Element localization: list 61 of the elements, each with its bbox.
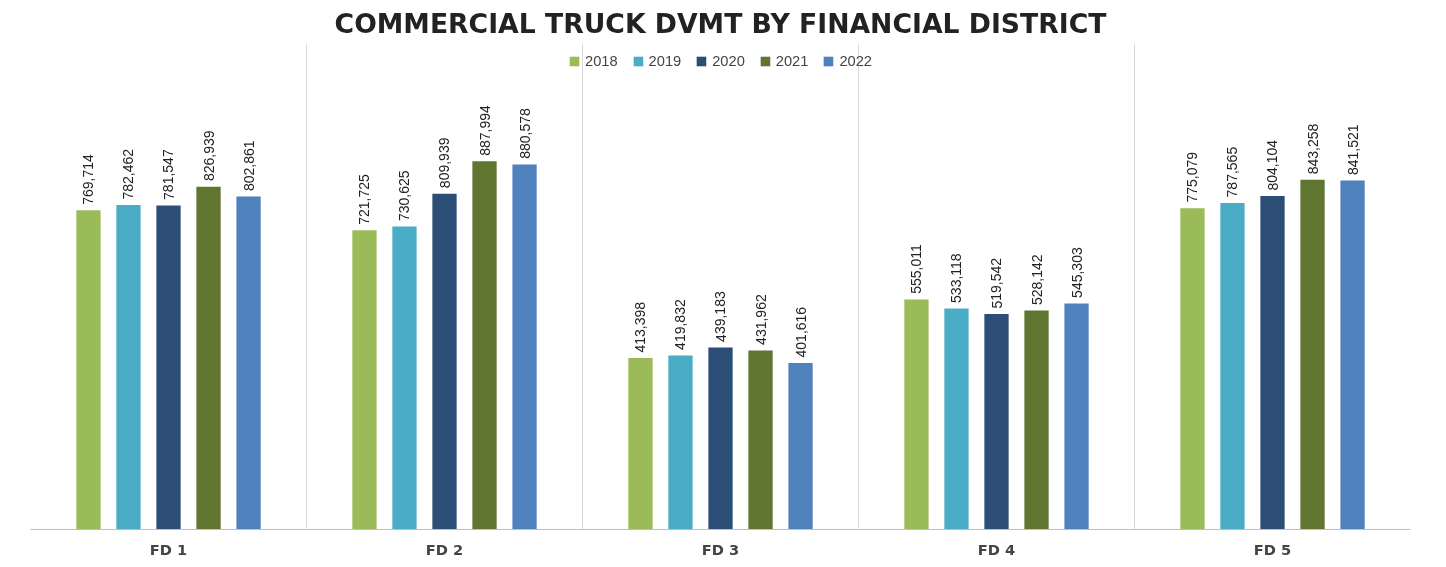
legend-label: 2022 <box>839 53 873 69</box>
x-tick-label: FD 5 <box>1253 540 1292 558</box>
data-label: 431,962 <box>752 294 769 345</box>
bar <box>236 196 261 530</box>
data-label: 887,994 <box>476 104 493 156</box>
legend-label: 2018 <box>584 53 618 69</box>
data-label: 826,939 <box>200 130 217 182</box>
data-label: 781,547 <box>160 149 177 200</box>
chart-title: COMMERCIAL TRUCK DVMT BY FINANCIAL DISTRICT <box>334 7 1108 39</box>
x-tick-label: FD 4 <box>977 540 1016 558</box>
data-label: 545,303 <box>1068 247 1085 298</box>
data-label: 809,939 <box>436 137 453 189</box>
bar <box>984 314 1009 530</box>
bar <box>1024 310 1049 530</box>
data-label: 843,258 <box>1304 123 1321 175</box>
data-label: 401,616 <box>792 306 809 358</box>
x-tick-label: FD 3 <box>701 540 740 558</box>
bar <box>432 193 457 530</box>
bar <box>748 350 773 530</box>
data-label: 519,542 <box>988 257 1005 309</box>
data-label: 782,462 <box>120 148 137 200</box>
bar <box>512 164 537 530</box>
bar <box>708 347 733 530</box>
data-label: 419,832 <box>672 299 689 350</box>
data-label: 528,142 <box>1028 254 1045 305</box>
legend-label: 2019 <box>648 53 682 69</box>
x-tick-label: FD 1 <box>149 540 188 558</box>
legend-label: 2020 <box>712 53 745 69</box>
bar <box>1300 179 1325 530</box>
data-label: 802,861 <box>240 140 257 192</box>
data-label: 841,521 <box>1344 124 1361 176</box>
legend-label: 2021 <box>775 53 809 69</box>
bar <box>1064 303 1089 530</box>
bar <box>352 230 377 530</box>
data-label: 787,565 <box>1224 146 1241 198</box>
data-label: 413,398 <box>632 301 649 353</box>
data-label: 769,714 <box>80 154 97 205</box>
bar <box>1220 202 1245 530</box>
data-label: 439,183 <box>712 291 729 342</box>
bar <box>392 226 417 530</box>
data-label: 775,079 <box>1184 151 1201 203</box>
bar <box>116 205 141 530</box>
data-label: 804,104 <box>1264 139 1281 191</box>
bar <box>944 308 969 530</box>
bar <box>788 362 813 530</box>
data-label: 555,011 <box>908 244 925 294</box>
bar <box>472 161 497 530</box>
bar <box>196 186 221 530</box>
data-label: 730,625 <box>396 170 413 222</box>
bar <box>1180 208 1205 530</box>
bar <box>1340 180 1365 530</box>
data-label: 721,725 <box>356 173 373 225</box>
data-label: 880,578 <box>516 108 533 159</box>
bar <box>76 210 101 530</box>
bar <box>904 299 929 530</box>
bar <box>156 205 181 530</box>
data-label: 533,118 <box>948 253 965 303</box>
bar <box>1260 196 1285 530</box>
x-tick-label: FD 2 <box>425 540 464 558</box>
bar <box>668 355 693 530</box>
bar <box>628 358 653 530</box>
